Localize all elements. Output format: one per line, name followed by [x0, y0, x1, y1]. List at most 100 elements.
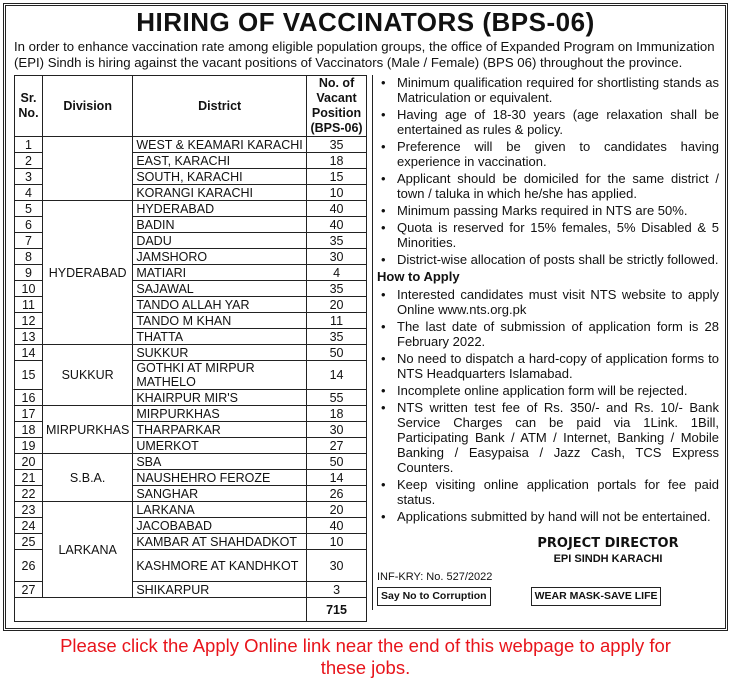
sr-no-cell: 15 [14, 360, 43, 390]
district-cell: SUKKUR [132, 344, 308, 361]
table-row: 9 MATIARI 4 [14, 264, 367, 281]
positions-cell: 14 [306, 469, 367, 486]
sr-no-cell: 12 [14, 312, 43, 329]
table-row: 19 UMERKOT 27 [14, 437, 367, 454]
table-row: 17 MIRPURKHAS MIRPURKHAS 18 [14, 405, 367, 454]
sr-no-cell: 5 [14, 200, 43, 217]
table-row: 20 S.B.A. SBA 50 [14, 453, 367, 502]
signature-title: PROJECT DIRECTOR [537, 536, 679, 551]
sr-no-cell: 7 [14, 232, 43, 249]
sr-no-cell: 27 [14, 581, 43, 598]
positions-cell: 30 [306, 549, 367, 582]
sr-no-cell: 11 [14, 296, 43, 313]
positions-cell: 35 [306, 328, 367, 345]
header-sr: Sr. No. [14, 75, 43, 137]
advertisement: HIRING OF VACCINATORS (BPS-06) In order … [3, 3, 728, 631]
bullet-item: Interested candidates must visit NTS web… [377, 287, 719, 317]
district-cell: MIRPURKHAS [132, 405, 308, 422]
sr-no-cell: 24 [14, 517, 43, 534]
total-label-cell [13, 597, 308, 622]
table-row: 26 KASHMORE AT KANDHKOT 30 [14, 549, 367, 582]
ad-title: HIRING OF VACCINATORS (BPS-06) [136, 7, 595, 37]
sr-no-cell: 16 [14, 389, 43, 406]
positions-cell: 35 [306, 232, 367, 249]
positions-cell: 10 [306, 533, 367, 550]
sr-no-cell: 1 [14, 136, 43, 153]
sr-no-cell: 4 [14, 184, 43, 201]
positions-cell: 18 [306, 405, 367, 422]
positions-cell: 14 [306, 360, 367, 390]
division-cell: HYDERABAD [41, 200, 134, 345]
table-row: 2 EAST, KARACHI 18 [14, 152, 367, 169]
positions-cell: 3 [306, 581, 367, 598]
district-cell: BADIN [132, 216, 308, 233]
district-cell: KORANGI KARACHI [132, 184, 308, 201]
sr-no-cell: 26 [14, 549, 43, 582]
say-no-corruption-badge: Say No to Corruption [377, 587, 491, 606]
positions-cell: 11 [306, 312, 367, 329]
positions-cell: 50 [306, 453, 367, 470]
district-cell: NAUSHEHRO FEROZE [132, 469, 308, 486]
district-cell: LARKANA [132, 501, 308, 518]
bullet-item: No need to dispatch a hard-copy of appli… [377, 351, 719, 381]
bullet-item: Quota is reserved for 15% females, 5% Di… [377, 220, 719, 250]
district-cell: UMERKOT [132, 437, 308, 454]
district-cell: KASHMORE AT KANDHKOT [132, 549, 308, 582]
sr-no-cell: 10 [14, 280, 43, 297]
badges-row: Say No to Corruption WEAR MASK-SAVE LIFE [377, 587, 719, 606]
district-cell: HYDERABAD [132, 200, 308, 217]
table-row: 8 JAMSHORO 30 [14, 248, 367, 265]
signature-office: EPI SINDH KARACHI [553, 553, 663, 565]
positions-cell: 20 [306, 296, 367, 313]
positions-cell: 4 [306, 264, 367, 281]
table-row: 13 THATTA 35 [14, 328, 367, 345]
sr-no-cell: 25 [14, 533, 43, 550]
sr-no-cell: 13 [14, 328, 43, 345]
signature: PROJECT DIRECTOR EPI SINDH KARACHI [497, 536, 719, 566]
sr-no-cell: 3 [14, 168, 43, 185]
division-cell: LARKANA [41, 501, 134, 598]
positions-cell: 18 [306, 152, 367, 169]
table-row: 10 SAJAWAL 35 [14, 280, 367, 297]
inf-number: INF-KRY: No. 527/2022 [377, 571, 493, 583]
division-cell [41, 136, 134, 201]
header-division: Division [41, 75, 134, 137]
positions-cell: 10 [306, 184, 367, 201]
sr-no-cell: 19 [14, 437, 43, 454]
table-row: 12 TANDO M KHAN 11 [14, 312, 367, 329]
district-cell: THATTA [132, 328, 308, 345]
district-cell: SBA [132, 453, 308, 470]
positions-cell: 40 [306, 216, 367, 233]
total-value: 715 [306, 597, 367, 622]
table-row: 23 LARKANA LARKANA 20 [14, 501, 367, 598]
how-to-apply-list: Interested candidates must visit NTS web… [377, 287, 719, 526]
positions-cell: 15 [306, 168, 367, 185]
positions-cell: 40 [306, 517, 367, 534]
table-row: 14 SUKKUR SUKKUR 50 [14, 344, 367, 406]
positions-cell: 50 [306, 344, 367, 361]
sr-no-cell: 18 [14, 421, 43, 438]
sr-no-cell: 17 [14, 405, 43, 422]
positions-cell: 35 [306, 280, 367, 297]
district-cell: DADU [132, 232, 308, 249]
positions-cell: 27 [306, 437, 367, 454]
district-cell: JAMSHORO [132, 248, 308, 265]
table-row: 5 HYDERABAD HYDERABAD 40 [14, 200, 367, 345]
table-row: 24 JACOBABAD 40 [14, 517, 367, 534]
table-row: 1 WEST & KEAMARI KARACHI 35 [14, 136, 367, 201]
wear-mask-badge: WEAR MASK-SAVE LIFE [530, 587, 662, 606]
sr-no-cell: 23 [14, 501, 43, 518]
district-cell: SANGHAR [132, 485, 308, 502]
intro-text: In order to enhance vaccination rate amo… [14, 39, 715, 70]
district-cell: EAST, KARACHI [132, 152, 308, 169]
requirements-column: Minimum qualification required for short… [372, 75, 719, 610]
division-cell: SUKKUR [41, 344, 134, 406]
bullet-item: Applications submitted by hand will not … [377, 509, 719, 524]
sr-no-cell: 2 [14, 152, 43, 169]
header-district: District [132, 75, 308, 137]
district-cell: KHAIRPUR MIR'S [132, 389, 308, 406]
district-cell: TANDO ALLAH YAR [132, 296, 308, 313]
sr-no-cell: 8 [14, 248, 43, 265]
division-cell: MIRPURKHAS [41, 405, 134, 454]
district-cell: JACOBABAD [132, 517, 308, 534]
